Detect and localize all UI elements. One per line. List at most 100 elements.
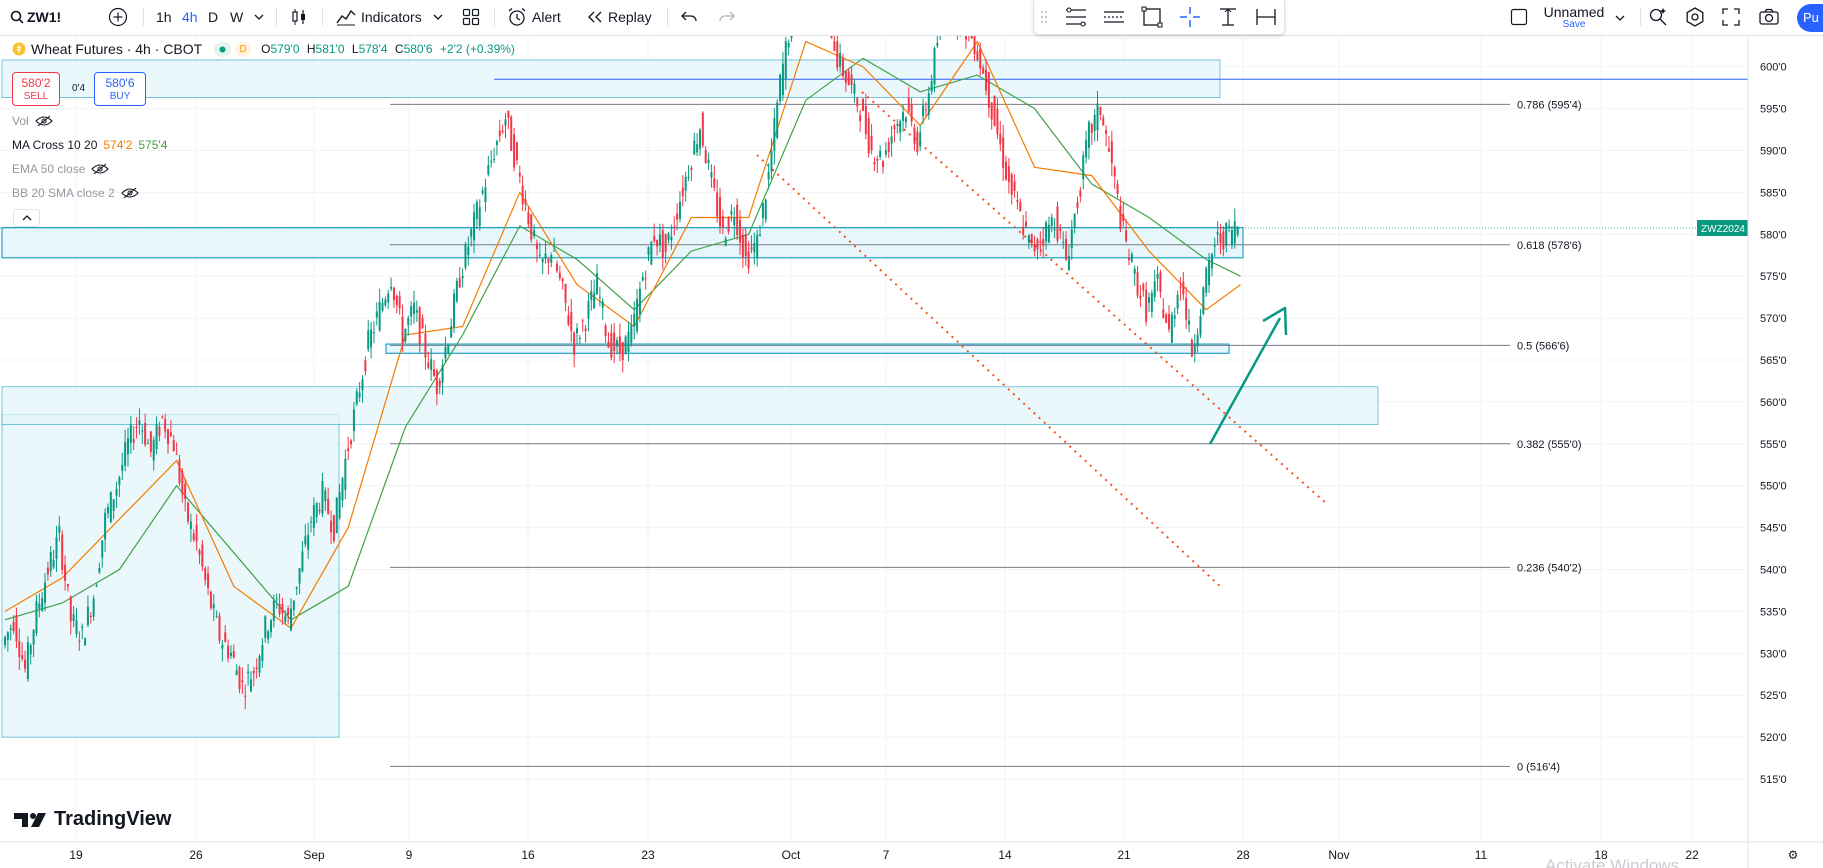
templates-button[interactable] <box>461 0 481 34</box>
candle-body <box>433 369 435 376</box>
buy-button[interactable]: 580'6 BUY <box>94 72 146 106</box>
compare-symbol-button[interactable] <box>107 0 129 34</box>
date-range-icon[interactable] <box>1254 6 1278 28</box>
price-tick-label: 580'0 <box>1760 229 1787 241</box>
candle-body <box>1102 117 1105 126</box>
candle-body <box>1190 339 1193 357</box>
delayed-data-badge[interactable]: D <box>235 41 252 57</box>
market-status-badge[interactable] <box>214 41 232 57</box>
interval-d[interactable]: D <box>208 0 218 34</box>
layout-select-checkbox[interactable] <box>1510 0 1528 34</box>
quick-search-button[interactable] <box>1647 0 1669 34</box>
price-range-icon[interactable] <box>1216 6 1240 28</box>
redo-button[interactable] <box>718 0 736 34</box>
eye-hidden-icon[interactable] <box>34 115 53 127</box>
candle-body <box>38 603 41 609</box>
replay-button[interactable]: Replay <box>586 0 652 34</box>
candle-body <box>221 644 224 649</box>
candle-body <box>544 253 547 259</box>
candle-body <box>1188 320 1191 325</box>
interval-4h[interactable]: 4h <box>182 0 198 34</box>
candle-body <box>387 293 390 303</box>
candle-body <box>902 112 905 121</box>
eye-hidden-icon[interactable] <box>120 187 139 199</box>
candle-body <box>66 584 69 587</box>
legend-row-bb[interactable]: BB 20 SMA close 2 <box>12 186 139 200</box>
candle-body <box>184 483 187 499</box>
tradingview-logo[interactable]: TradingView <box>14 808 171 831</box>
candle-body <box>144 422 147 445</box>
candle-body <box>527 212 530 225</box>
undo-button[interactable] <box>680 0 698 34</box>
symbol-label: ZW1! <box>27 9 62 25</box>
candle-body <box>435 370 438 395</box>
candle-body <box>530 214 533 240</box>
candle-body <box>69 596 72 622</box>
candle-body <box>1073 213 1076 229</box>
projection-arrow-shaft <box>1208 317 1282 445</box>
eye-hidden-icon[interactable] <box>91 163 110 175</box>
demand-supply-zones[interactable] <box>1 59 1379 738</box>
layout-name-button[interactable]: Unnamed Save <box>1540 4 1640 32</box>
candle-body <box>384 299 387 306</box>
fullscreen-button[interactable] <box>1721 0 1741 34</box>
candle-body <box>209 591 212 609</box>
chart-canvas[interactable]: 1 (617'0)0.786 (595'4)0.618 (578'6)0.5 (… <box>0 36 1823 868</box>
snapshot-button[interactable] <box>1758 0 1780 34</box>
candle-body <box>850 74 853 85</box>
candle-body <box>15 615 18 642</box>
candle-body <box>249 679 252 692</box>
interval-1h[interactable]: 1h <box>156 0 172 34</box>
channel-upper-line <box>861 91 1328 505</box>
candle-body <box>521 185 524 205</box>
buy-label: BUY <box>109 91 131 102</box>
price-tick-label: 595'0 <box>1760 104 1787 116</box>
interval-label: D <box>208 9 219 25</box>
descending-channel[interactable] <box>756 91 1328 589</box>
candle-body <box>115 488 118 496</box>
candle-body <box>6 632 9 641</box>
candle-body <box>1136 272 1139 296</box>
time-tick-label: 23 <box>641 848 655 862</box>
candle-body <box>141 430 144 432</box>
interval-w[interactable]: W <box>230 0 243 34</box>
drag-handle-icon[interactable] <box>1040 10 1048 24</box>
sell-button[interactable]: 580'2 SELL <box>12 72 60 106</box>
settings-button[interactable] <box>1684 0 1706 34</box>
legend-row-ma-cross[interactable]: MA Cross 10 20 574'2 575'4 <box>12 138 167 152</box>
candle-body <box>1059 228 1062 231</box>
crosshair-icon[interactable] <box>1178 6 1202 28</box>
parallel-channel-icon[interactable] <box>1102 6 1126 28</box>
candle-body <box>310 521 313 523</box>
chart-type-button[interactable] <box>289 0 309 34</box>
candle-body <box>581 320 584 322</box>
candle-body <box>573 332 576 355</box>
time-tick-label: 11 <box>1475 848 1488 862</box>
candle-body <box>839 52 842 67</box>
candle-body <box>653 236 656 242</box>
legend-row-ema[interactable]: EMA 50 close <box>12 162 110 176</box>
candle-body <box>633 313 636 327</box>
candle-body <box>670 236 673 241</box>
candle-body <box>550 255 553 263</box>
candle-body <box>264 616 267 638</box>
candle-body <box>644 278 647 280</box>
candle-body <box>232 650 235 658</box>
candle-body <box>1039 241 1042 243</box>
rectangle-icon[interactable] <box>1140 6 1164 28</box>
indicators-button[interactable]: Indicators <box>335 0 444 34</box>
symbol-search-button[interactable]: ZW1! <box>10 0 61 34</box>
candle-body <box>347 448 350 452</box>
collapse-legend-button[interactable] <box>13 209 40 227</box>
interval-dropdown[interactable] <box>253 0 265 34</box>
candle-body <box>18 641 21 657</box>
publish-button[interactable]: Pu <box>1797 4 1823 32</box>
fib-retracement-icon[interactable] <box>1064 6 1088 28</box>
support-zone-low <box>385 343 1230 354</box>
candle-body <box>424 333 427 358</box>
time-tick-label: 9 <box>406 848 413 862</box>
alert-button[interactable]: Alert <box>506 0 561 34</box>
candle-body <box>44 582 47 603</box>
legend-row-vol[interactable]: Vol <box>12 114 53 128</box>
